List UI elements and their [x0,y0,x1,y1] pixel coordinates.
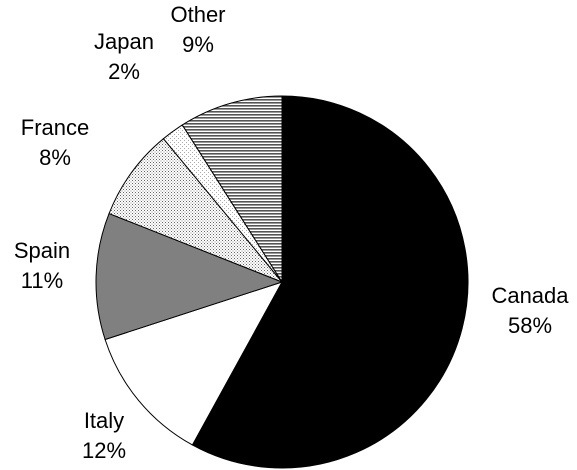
slice-label-spain: Spain 11% [14,238,70,293]
slice-percent-japan: 2% [108,59,140,84]
pie-labels: Canada 58% Italy 12% Spain 11% France 8% Japan 2%… [14,2,569,463]
pie-slice-italy [104,281,284,446]
slice-label-france: France 8% [21,115,89,170]
pie-slice-canada [191,95,469,469]
pie-slices [95,95,469,469]
slice-name-italy: Italy [84,408,124,433]
pie-slice-other [181,95,283,284]
slice-label-japan: Japan 2% [94,29,154,84]
slice-name-spain: Spain [14,238,70,263]
pie-slice-france [108,137,283,283]
slice-percent-canada: 58% [508,313,552,338]
slice-label-italy: Italy 12% [82,408,126,463]
slice-label-other: Other 9% [170,2,225,57]
slice-percent-spain: 11% [21,268,63,293]
slice-name-canada: Canada [491,283,569,308]
slice-label-canada: Canada 58% [491,283,569,338]
slice-percent-other: 9% [182,32,214,57]
slice-name-france: France [21,115,89,140]
slice-percent-france: 8% [39,145,71,170]
pie-slice-spain [95,212,284,341]
slice-percent-italy: 12% [82,438,126,463]
slice-name-other: Other [170,2,225,27]
slice-name-japan: Japan [94,29,154,54]
